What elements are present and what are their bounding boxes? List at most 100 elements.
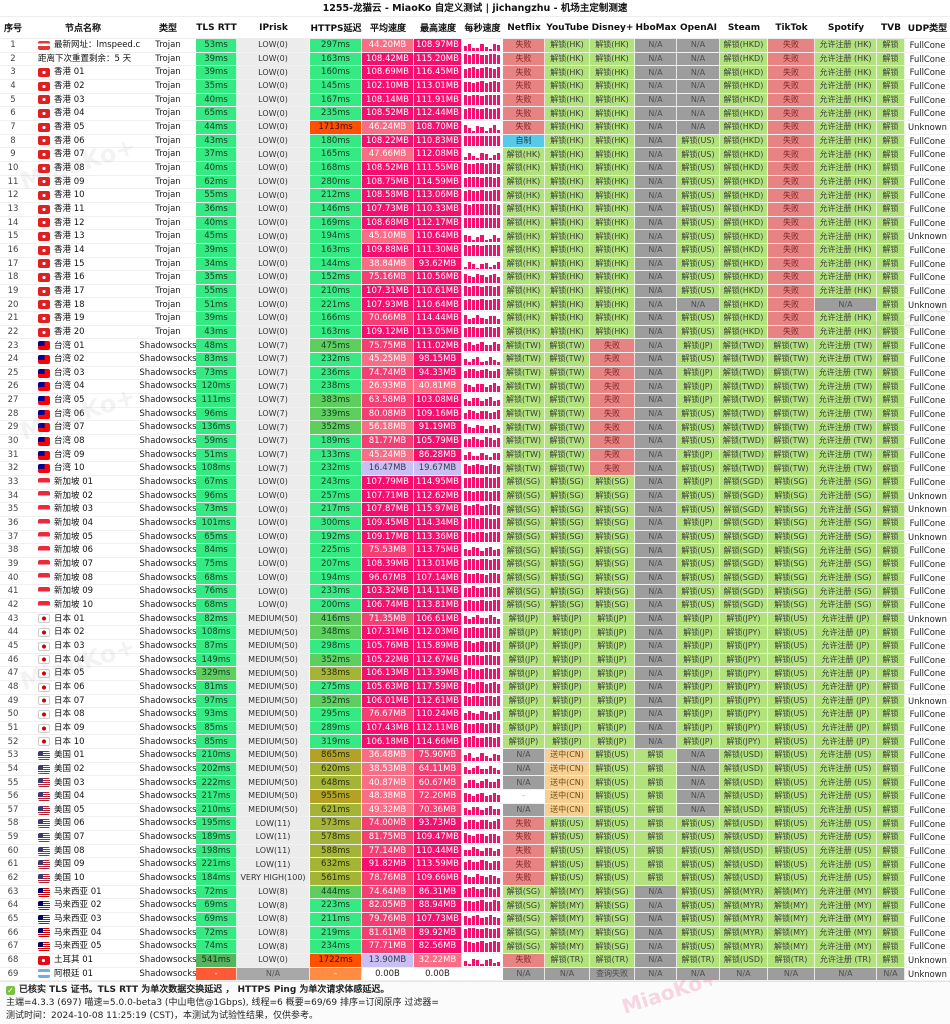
tvb-cell: 解锁 (877, 489, 905, 503)
per-second-speed-chart (462, 803, 503, 817)
tls-rtt-cell: 55ms (196, 284, 237, 298)
openai-cell: N/A (677, 93, 720, 107)
netflix-cell: 解锁(JP) (503, 639, 545, 653)
netflix-cell: 解锁(SG) (503, 544, 545, 557)
max-speed-cell: 109.47MB (414, 831, 462, 844)
netflix-cell: 解锁(SG) (503, 503, 545, 516)
iprisk-cell: LOW(0) (237, 598, 310, 612)
table-row: 65 马来西亚 03 Shadowsocks 69ms LOW(8) 211ms… (0, 913, 950, 927)
hbomax-cell: N/A (635, 885, 677, 899)
per-second-speed-chart (462, 353, 503, 366)
protocol-type: Trojan (155, 299, 181, 310)
row-index: 23 (7, 340, 19, 351)
col-avg-speed: 平均速度 (369, 24, 406, 34)
youtube-cell: 解锁(TW) (545, 380, 590, 394)
table-row: 68 土耳其 01 Shadowsocks 541ms LOW(0) 1722m… (0, 953, 950, 968)
netflix-cell: 解锁(JP) (503, 612, 545, 626)
spotify-cell: 允许注册 (HK) (815, 175, 877, 189)
col-https-latency: HTTPS延迟 (310, 24, 362, 34)
spotify-cell: N/A (815, 967, 877, 981)
https-latency-cell: 163ms (310, 52, 362, 66)
protocol-type: Shadowsocks (140, 968, 196, 979)
row-index: 64 (7, 900, 19, 911)
avg-speed-cell: 106.01MB (362, 694, 414, 708)
hbomax-cell: N/A (635, 598, 677, 612)
tiktok-cell: 解锁(US) (768, 858, 815, 872)
tls-rtt-cell: 40ms (196, 93, 237, 107)
iprisk-cell: MEDIUM(50) (237, 653, 310, 667)
hbomax-cell: N/A (635, 448, 677, 462)
openai-cell: 解锁(JP) (677, 667, 720, 680)
per-second-speed-chart (462, 230, 503, 243)
per-second-speed-chart (462, 585, 503, 598)
hbomax-cell: N/A (635, 134, 677, 148)
disney-cell: 解锁(HK) (590, 93, 635, 107)
youtube-cell: 送中(CN) (545, 749, 590, 762)
country-flag-icon (38, 150, 50, 160)
table-row: 16 香港 14 Trojan 39ms LOW(0) 163ms 109.88… (0, 243, 950, 258)
iprisk-cell: VERY HIGH(100) (237, 872, 310, 885)
youtube-cell: 解锁(JP) (545, 721, 590, 735)
hbomax-cell: 解锁 (635, 858, 677, 872)
netflix-cell: 解锁(HK) (503, 325, 545, 339)
table-row: 64 马来西亚 02 Shadowsocks 69ms LOW(8) 223ms… (0, 899, 950, 913)
max-speed-cell: 113.59MB (414, 858, 462, 872)
avg-speed-cell: 81.61MB (362, 926, 414, 940)
protocol-type: Shadowsocks (140, 873, 196, 884)
max-speed-cell: 114.95MB (414, 476, 462, 489)
protocol-type: Shadowsocks (140, 436, 196, 447)
hbomax-cell: N/A (635, 394, 677, 407)
hbomax-cell: N/A (635, 353, 677, 366)
openai-cell: 解锁(JP) (677, 721, 720, 735)
openai-cell: 解锁(US) (677, 940, 720, 953)
protocol-type: Trojan (155, 231, 181, 242)
row-index: 66 (7, 927, 19, 938)
protocol-type: Trojan (155, 81, 181, 92)
node-name: 阿根廷 01 (26, 968, 140, 981)
openai-cell: N/A (677, 39, 720, 52)
disney-cell: 解锁(JP) (590, 639, 635, 653)
openai-cell: 解锁(JP) (677, 394, 720, 407)
disney-cell: 解锁(SG) (590, 530, 635, 544)
per-second-speed-chart (462, 257, 503, 271)
tiktok-cell: 失败 (768, 325, 815, 339)
steam-cell: 解锁(JPY) (720, 667, 768, 680)
protocol-type: Trojan (155, 176, 181, 187)
per-second-speed-chart (462, 516, 503, 530)
steam-cell: 解锁(HKD) (720, 39, 768, 52)
disney-cell: 解锁(HK) (590, 271, 635, 284)
https-latency-cell: 194ms (310, 571, 362, 585)
avg-speed-cell: 49.32MB (362, 803, 414, 817)
node-name: 新加坡 04 (26, 517, 140, 530)
row-index: 53 (7, 750, 19, 761)
max-speed-cell: 113.01MB (414, 557, 462, 571)
tiktok-cell: 解锁(US) (768, 680, 815, 694)
country-flag-icon (38, 546, 50, 556)
netflix-cell: 解锁(TW) (503, 421, 545, 435)
disney-cell: 解锁(JP) (590, 735, 635, 749)
node-name: 香港 01 (26, 66, 140, 79)
iprisk-cell: LOW(0) (237, 134, 310, 148)
country-flag-icon (38, 723, 50, 733)
spotify-cell: 允许注册 (SG) (815, 516, 877, 530)
tvb-cell: 解锁 (877, 52, 905, 66)
steam-cell: 解锁(JPY) (720, 708, 768, 721)
steam-cell: 解锁(JPY) (720, 721, 768, 735)
disney-cell: 失败 (590, 421, 635, 435)
disney-cell: 查询失败 (590, 967, 635, 981)
country-flag-icon (38, 682, 50, 692)
per-second-speed-chart (462, 680, 503, 694)
avg-speed-cell: 107.87MB (362, 503, 414, 516)
youtube-cell: 解锁(SG) (545, 544, 590, 557)
netflix-cell: 失败 (503, 39, 545, 52)
iprisk-cell: MEDIUM(50) (237, 694, 310, 708)
table-row: 52 日本 10 Shadowsocks 85ms MEDIUM(50) 319… (0, 735, 950, 750)
avg-speed-cell: 78.76MB (362, 872, 414, 885)
steam-cell: 解锁(MYR) (720, 885, 768, 899)
row-index: 57 (7, 804, 19, 815)
https-latency-cell: 621ms (310, 803, 362, 817)
openai-cell: 解锁(JP) (677, 653, 720, 667)
node-name: 日本 03 (26, 640, 140, 653)
tiktok-cell: 解锁(TW) (768, 339, 815, 353)
youtube-cell: 解锁(HK) (545, 189, 590, 202)
